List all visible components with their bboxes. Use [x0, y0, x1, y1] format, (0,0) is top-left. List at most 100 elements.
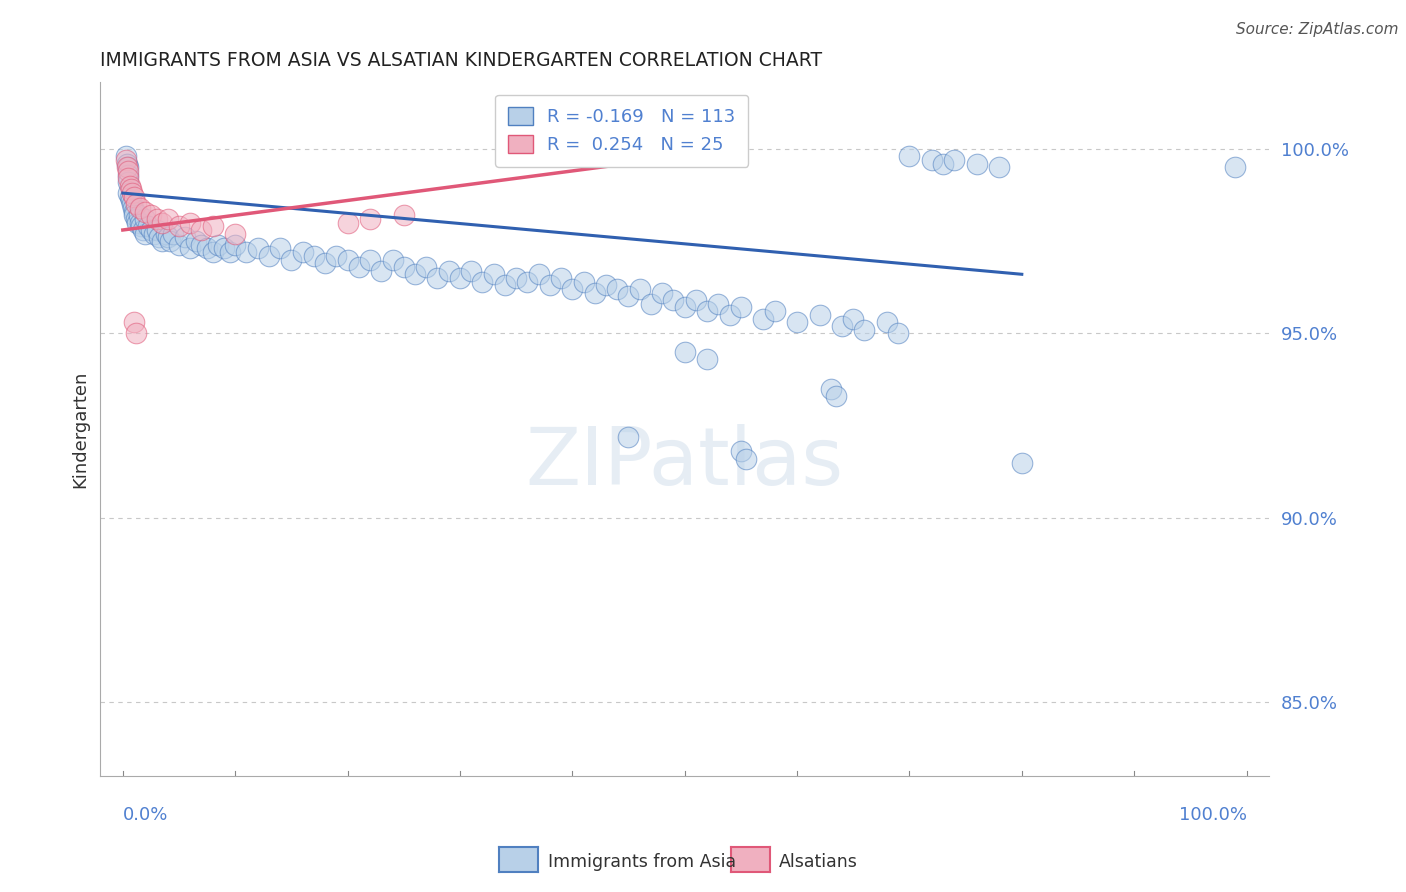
Point: [122, 315, 145, 329]
Point: [347, 260, 370, 274]
Point: [494, 278, 516, 293]
Point: [148, 230, 170, 244]
Point: [808, 308, 831, 322]
Point: [128, 216, 150, 230]
Text: Source: ZipAtlas.com: Source: ZipAtlas.com: [1236, 22, 1399, 37]
Point: [673, 301, 696, 315]
Point: [617, 430, 640, 444]
Point: [662, 293, 685, 307]
Point: [887, 326, 910, 341]
Point: [117, 171, 139, 186]
Point: [162, 227, 184, 241]
Point: [167, 219, 190, 234]
Point: [404, 267, 426, 281]
Point: [325, 249, 347, 263]
Point: [121, 186, 143, 200]
Point: [128, 208, 150, 222]
Point: [820, 382, 842, 396]
Point: [336, 216, 359, 230]
Point: [898, 149, 921, 163]
Point: [120, 182, 142, 196]
Point: [730, 301, 752, 315]
Point: [673, 344, 696, 359]
Point: [159, 234, 181, 248]
Text: Alsatians: Alsatians: [779, 853, 858, 871]
Point: [118, 190, 141, 204]
Point: [617, 289, 640, 303]
Point: [966, 156, 988, 170]
Point: [117, 164, 139, 178]
Point: [122, 208, 145, 222]
Point: [561, 282, 583, 296]
Point: [207, 237, 229, 252]
Point: [122, 204, 145, 219]
Point: [117, 160, 139, 174]
Point: [246, 242, 269, 256]
Point: [122, 190, 145, 204]
Point: [125, 197, 148, 211]
Point: [121, 197, 143, 211]
Point: [139, 208, 162, 222]
Point: [876, 315, 898, 329]
Point: [707, 297, 730, 311]
Point: [831, 318, 853, 333]
Point: [134, 227, 156, 241]
Point: [115, 153, 138, 167]
Point: [224, 227, 246, 241]
Point: [370, 263, 392, 277]
Point: [224, 237, 246, 252]
Point: [572, 275, 595, 289]
Point: [471, 275, 494, 289]
Point: [359, 211, 381, 226]
Point: [128, 201, 150, 215]
Point: [212, 242, 235, 256]
Point: [932, 156, 955, 170]
Point: [550, 271, 572, 285]
Point: [825, 389, 848, 403]
Point: [280, 252, 302, 267]
Point: [718, 308, 741, 322]
Point: [125, 211, 148, 226]
Point: [651, 285, 673, 300]
Point: [117, 175, 139, 189]
Point: [118, 178, 141, 193]
Point: [381, 252, 404, 267]
Point: [763, 304, 786, 318]
Point: [190, 237, 212, 252]
Point: [415, 260, 437, 274]
Point: [201, 219, 224, 234]
Point: [117, 186, 139, 200]
Point: [134, 211, 156, 226]
Point: [145, 223, 167, 237]
Point: [132, 223, 155, 237]
Text: 0.0%: 0.0%: [122, 805, 169, 824]
Point: [426, 271, 449, 285]
Point: [595, 278, 617, 293]
Point: [235, 245, 257, 260]
Point: [122, 201, 145, 215]
Point: [842, 311, 865, 326]
Point: [190, 223, 212, 237]
Point: [145, 211, 167, 226]
Point: [179, 216, 201, 230]
Point: [143, 227, 166, 241]
Text: Immigrants from Asia: Immigrants from Asia: [548, 853, 737, 871]
Point: [752, 311, 775, 326]
Point: [449, 271, 471, 285]
Point: [150, 234, 173, 248]
Text: 100.0%: 100.0%: [1178, 805, 1247, 824]
Point: [853, 323, 876, 337]
Point: [134, 204, 156, 219]
Point: [218, 245, 240, 260]
Point: [460, 263, 482, 277]
Point: [606, 282, 628, 296]
Point: [136, 219, 159, 234]
Point: [179, 242, 201, 256]
Point: [696, 304, 718, 318]
Point: [257, 249, 280, 263]
Point: [505, 271, 527, 285]
Legend: R = -0.169   N = 113, R =  0.254   N = 25: R = -0.169 N = 113, R = 0.254 N = 25: [495, 95, 748, 167]
Point: [269, 242, 291, 256]
Point: [392, 260, 415, 274]
Point: [786, 315, 808, 329]
